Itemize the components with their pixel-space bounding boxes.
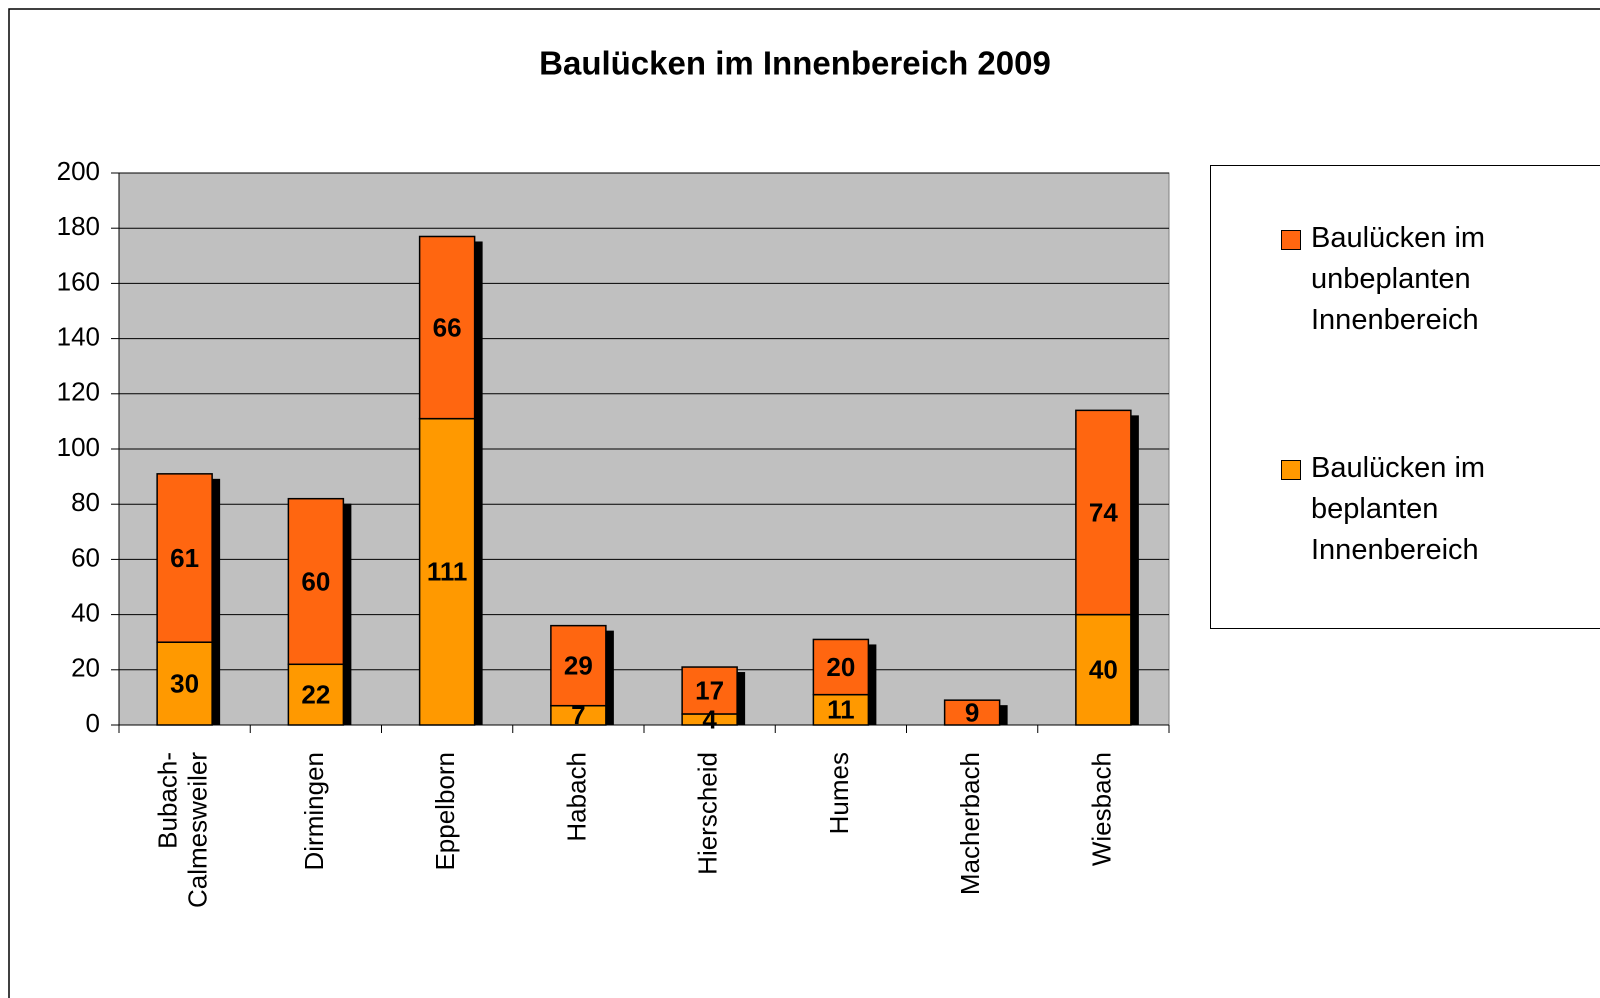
bar-segment xyxy=(812,638,870,696)
bar-segment xyxy=(550,624,607,707)
x-tick-label: Bubach-Calmesweiler xyxy=(153,752,213,908)
value-label: 7 xyxy=(571,700,585,730)
y-tick-label: 180 xyxy=(57,211,100,241)
x-tick-label: Eppelborn xyxy=(430,752,460,871)
y-tick-label: 160 xyxy=(57,266,100,296)
y-tick-label: 200 xyxy=(57,156,100,186)
legend-item: Baulücken im beplanten Innenbereich xyxy=(1279,448,1571,571)
chart-title: Baulücken im Innenbereich 2009 xyxy=(539,45,1051,82)
x-tick-label: Wiesbach xyxy=(1086,752,1116,866)
value-label: 9 xyxy=(965,697,979,727)
bar-segment xyxy=(156,641,213,726)
bar-segment xyxy=(1075,409,1132,616)
y-tick-label: 60 xyxy=(71,542,100,572)
bar-segment xyxy=(681,666,738,715)
y-tick-label: 80 xyxy=(71,487,100,517)
y-tick-label: 140 xyxy=(57,321,100,351)
y-tick-label: 40 xyxy=(71,597,100,627)
legend-swatch xyxy=(1281,230,1301,250)
bar-segment xyxy=(156,473,213,643)
value-label: 74 xyxy=(1089,497,1118,527)
value-label: 22 xyxy=(301,680,330,710)
x-tick-label: Macherbach xyxy=(955,752,985,895)
value-label: 20 xyxy=(826,652,855,682)
legend: Baulücken im unbeplanten Innenbereich Bau… xyxy=(1210,165,1600,629)
value-label: 60 xyxy=(301,566,330,596)
legend-label: Baulücken im unbeplanten Innenbereich xyxy=(1311,222,1486,336)
y-tick-label: 120 xyxy=(57,377,100,407)
x-tick-label: Humes xyxy=(824,752,854,834)
x-tick-label: Dirmingen xyxy=(299,752,329,871)
bar-segment xyxy=(287,497,345,666)
value-label: 29 xyxy=(564,651,593,681)
y-tick-label: 0 xyxy=(86,708,100,738)
bar-segment xyxy=(943,699,1001,726)
bar-segment xyxy=(418,417,476,726)
legend-swatch xyxy=(1281,460,1301,480)
value-label: 40 xyxy=(1089,655,1118,685)
x-tick-label: Hierscheid xyxy=(693,752,723,875)
value-label: 111 xyxy=(427,557,468,587)
value-label: 30 xyxy=(170,668,199,698)
bar-segment xyxy=(287,663,345,726)
legend-item: Baulücken im unbeplanten Innenbereich xyxy=(1279,218,1571,341)
y-tick-label: 100 xyxy=(57,432,100,462)
value-label: 17 xyxy=(695,675,724,705)
value-label: 61 xyxy=(170,543,199,573)
legend-label: Baulücken im beplanten Innenbereich xyxy=(1311,452,1486,566)
value-label: 4 xyxy=(702,704,717,734)
y-tick-label: 20 xyxy=(71,653,100,683)
bar-segment xyxy=(418,235,476,420)
x-tick-label: Habach xyxy=(561,752,591,842)
value-label: 66 xyxy=(433,312,462,342)
value-label: 11 xyxy=(827,695,855,725)
